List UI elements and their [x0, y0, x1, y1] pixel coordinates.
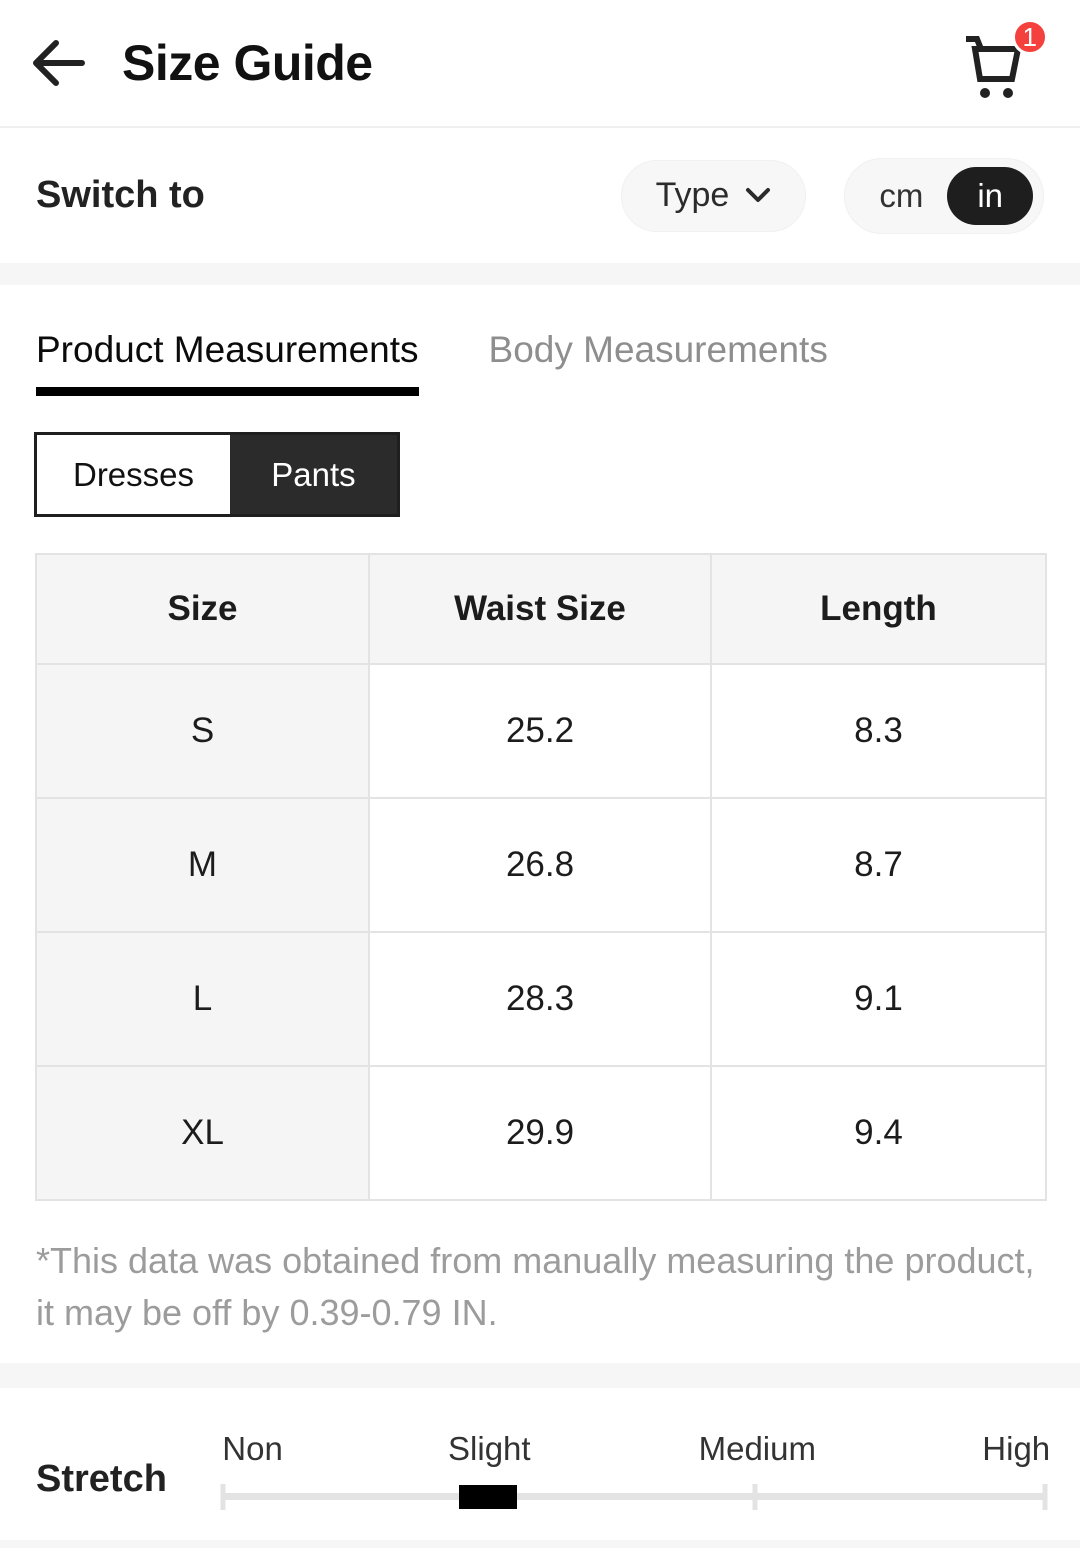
cart-badge: 1 [1011, 19, 1048, 55]
stretch-level-high: High [982, 1430, 1051, 1467]
size-cell: M [35, 797, 370, 933]
length-cell: 8.7 [710, 797, 1047, 933]
waist-cell: 25.2 [368, 663, 712, 799]
measurement-tabs: Product Measurements Body Measurements [0, 329, 1080, 396]
waist-cell: 28.3 [368, 931, 712, 1067]
stretch-level-slight: Slight [448, 1430, 531, 1467]
size-cell: XL [35, 1065, 370, 1201]
chevron-down-icon [746, 188, 771, 202]
size-cell: L [35, 931, 370, 1067]
switch-to-row: Switch to Type cm in [0, 128, 1080, 263]
stretch-track [220, 1483, 1048, 1510]
length-cell: 8.3 [710, 663, 1047, 799]
section-divider [0, 1363, 1080, 1388]
category-button-pants[interactable]: Pants [230, 435, 397, 514]
unit-option-in-selected[interactable]: in [947, 166, 1033, 225]
length-cell: 9.1 [710, 931, 1047, 1067]
section-divider [0, 263, 1080, 285]
unit-toggle[interactable]: cm in [844, 157, 1044, 234]
stretch-tick [752, 1483, 758, 1510]
stretch-section: Stretch Non Slight Medium High [0, 1388, 1080, 1540]
cart-button[interactable]: 1 [960, 17, 1048, 109]
stretch-indicator [458, 1484, 517, 1509]
measurement-disclaimer: *This data was obtained from manually me… [36, 1240, 1035, 1333]
type-dropdown-button[interactable]: Type [620, 159, 807, 232]
back-arrow-icon [33, 40, 85, 86]
waist-cell: 29.9 [368, 1065, 712, 1201]
size-cell: S [35, 663, 370, 799]
tab-product-measurements[interactable]: Product Measurements [36, 329, 419, 396]
stretch-tick [1042, 1483, 1048, 1510]
size-table: Size Waist Size Length S 25.2 8.3 M 26.8… [35, 553, 1047, 1201]
length-cell: 9.4 [710, 1065, 1047, 1201]
category-toggle: Dresses Pants [34, 432, 400, 517]
table-header-row: Size Waist Size Length [35, 553, 1047, 665]
page-title: Size Guide [122, 35, 373, 91]
type-dropdown-label: Type [655, 176, 730, 214]
table-row: S 25.2 8.3 [35, 663, 1047, 799]
stretch-tick [220, 1483, 226, 1510]
back-button[interactable] [30, 28, 100, 98]
column-header-size: Size [35, 553, 370, 665]
app-bar: Size Guide 1 [0, 0, 1080, 128]
bottom-divider [0, 1540, 1080, 1548]
stretch-level-medium: Medium [698, 1430, 816, 1467]
stretch-label: Stretch [36, 1458, 167, 1500]
unit-option-cm[interactable]: cm [879, 176, 924, 214]
stretch-level-non: Non [222, 1430, 283, 1467]
stretch-slider: Non Slight Medium High [220, 1388, 1050, 1540]
table-row: M 26.8 8.7 [35, 797, 1047, 933]
main-content: Product Measurements Body Measurements D… [0, 285, 1080, 1363]
tab-body-measurements[interactable]: Body Measurements [488, 329, 828, 370]
table-row: XL 29.9 9.4 [35, 1065, 1047, 1201]
column-header-waist-size: Waist Size [368, 553, 712, 665]
switch-to-label: Switch to [36, 174, 205, 216]
column-header-length: Length [710, 553, 1047, 665]
table-row: L 28.3 9.1 [35, 931, 1047, 1067]
waist-cell: 26.8 [368, 797, 712, 933]
cart-icon [966, 36, 1022, 98]
category-button-dresses[interactable]: Dresses [37, 435, 230, 514]
